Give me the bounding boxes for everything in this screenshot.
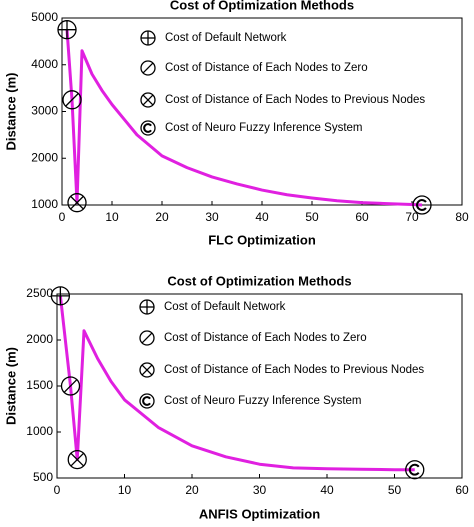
legend-symbol (139, 393, 155, 409)
y-tick-label: 1000 (26, 424, 53, 438)
data-line (65, 29, 423, 207)
y-tick-label: 2500 (26, 286, 53, 300)
legend-symbol-stroke (141, 364, 153, 376)
chart-title: Cost of Optimization Methods (167, 273, 351, 288)
legend-label: Cost of Distance of Each Nodes to Zero (165, 62, 368, 74)
point-marker-ring (405, 460, 425, 480)
point-marker-ring (62, 90, 82, 110)
point-marker (412, 195, 432, 215)
y-tick-label: 500 (33, 470, 53, 484)
legend-symbol (139, 330, 155, 346)
point-marker-stroke (416, 199, 427, 211)
point-marker-stroke (70, 452, 85, 467)
x-tick-label: 50 (388, 483, 402, 497)
x-tick-label: 20 (155, 210, 169, 224)
x-tick-label: 50 (305, 210, 319, 224)
y-tick-label: 1500 (26, 378, 53, 392)
point-marker (60, 376, 81, 396)
y-axis-label: Distance (m) (3, 72, 18, 150)
legend-symbol (140, 92, 156, 108)
chart-title: Cost of Optimization Methods (170, 0, 354, 12)
x-tick-label: 30 (205, 210, 219, 224)
legend-symbol-stroke (141, 332, 153, 344)
legend-symbol (140, 120, 156, 136)
legend-symbol-ring (140, 60, 156, 76)
legend-label: Cost of Neuro Fuzzy Inference System (164, 395, 362, 407)
x-tick-label: 40 (255, 210, 269, 224)
x-tick-label: 30 (253, 483, 267, 497)
plot-area (61, 17, 463, 206)
legend-symbol (140, 60, 156, 76)
point-marker-ring (60, 376, 81, 396)
legend-symbol (139, 362, 155, 378)
legend-symbol-stroke (142, 94, 154, 106)
legend-label: Cost of Default Network (164, 301, 286, 313)
x-tick-label: 10 (105, 210, 119, 224)
x-tick-label: 70 (405, 210, 419, 224)
legend-label: Cost of Default Network (165, 32, 287, 44)
legend-label: Cost of Neuro Fuzzy Inference System (165, 122, 363, 134)
point-marker-ring (67, 193, 87, 213)
x-tick-label: 0 (59, 210, 66, 224)
x-tick-label: 80 (455, 210, 469, 224)
point-marker-stroke (70, 195, 84, 210)
x-tick-label: 40 (320, 483, 334, 497)
point-marker (67, 193, 87, 213)
point-marker-stroke (63, 379, 78, 393)
legend-symbol-ring (140, 120, 156, 136)
y-tick-label: 3000 (31, 104, 58, 118)
legend-symbol-ring (139, 393, 155, 409)
y-tick-label: 4000 (31, 57, 58, 71)
y-tick-label: 2000 (31, 150, 58, 164)
legend-label: Cost of Distance of Each Nodes to Previo… (164, 364, 424, 376)
x-tick-label: 10 (118, 483, 132, 497)
legend-symbol (140, 30, 156, 46)
legend-label: Cost of Distance of Each Nodes to Zero (164, 332, 367, 344)
legend-symbol-stroke (142, 396, 151, 406)
x-tick-label: 60 (355, 210, 369, 224)
point-marker (50, 286, 71, 306)
y-axis-label: Distance (m) (3, 347, 18, 425)
x-axis-label: ANFIS Optimization (199, 506, 320, 521)
y-tick-label: 5000 (31, 10, 58, 24)
point-marker (62, 90, 82, 110)
legend-symbol-stroke (143, 123, 152, 133)
legend-symbol-stroke (142, 62, 154, 74)
legend-symbol-ring (140, 92, 156, 108)
point-marker (67, 449, 87, 470)
legend-symbol-ring (139, 330, 155, 346)
legend-label: Cost of Distance of Each Nodes to Previo… (165, 94, 425, 106)
x-tick-label: 60 (455, 483, 469, 497)
y-tick-label: 2000 (26, 332, 53, 346)
data-line (58, 295, 415, 472)
point-marker (57, 20, 77, 40)
plot-area (56, 293, 463, 479)
point-marker-ring (67, 449, 87, 470)
x-tick-label: 20 (185, 483, 199, 497)
point-marker-ring (412, 195, 432, 215)
x-axis-label: FLC Optimization (208, 232, 316, 247)
y-tick-label: 1000 (31, 197, 58, 211)
x-tick-label: 0 (54, 483, 61, 497)
legend-symbol (139, 299, 155, 315)
point-marker (405, 460, 425, 480)
point-marker-stroke (408, 463, 420, 476)
point-marker-stroke (65, 93, 79, 107)
legend-symbol-ring (139, 362, 155, 378)
